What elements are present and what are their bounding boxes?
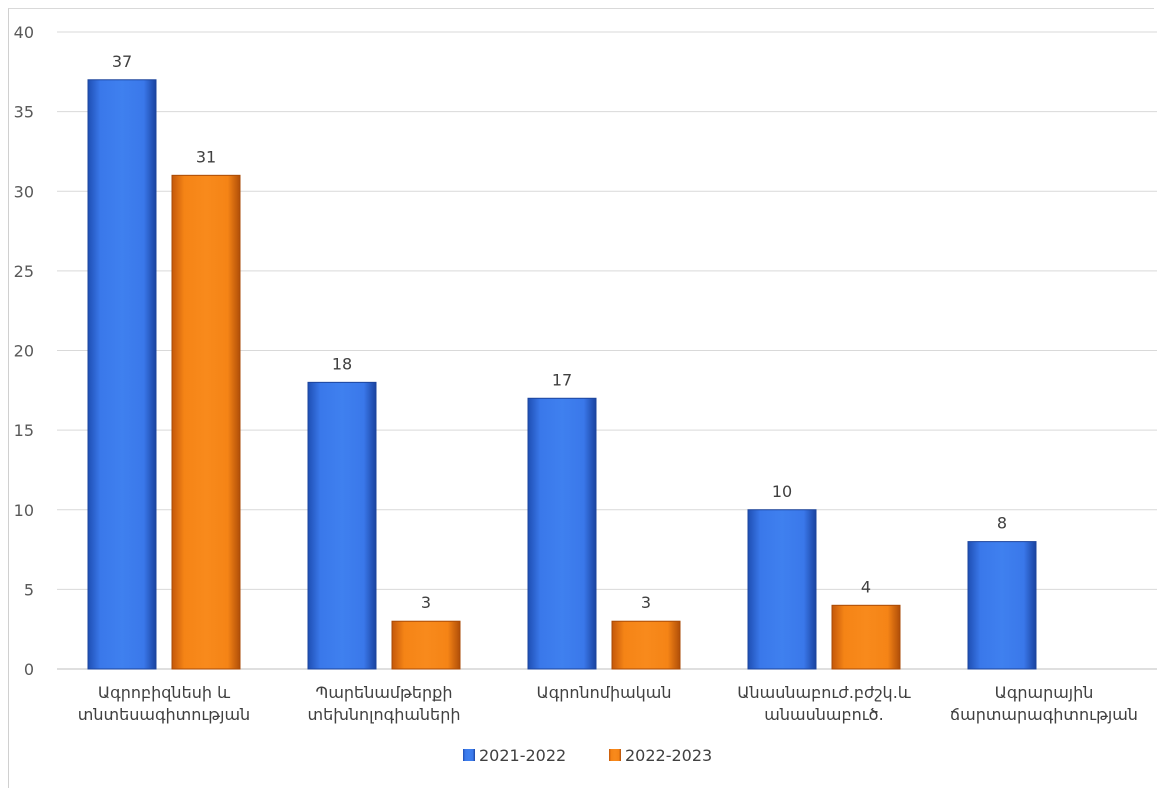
bar-2022-2023 — [831, 604, 901, 670]
legend-label: 2021-2022 — [479, 746, 566, 765]
data-label: 31 — [196, 147, 216, 166]
x-category-label: Ագրարային ճարտարագիտության — [950, 683, 1138, 724]
bar-2021-2022 — [527, 397, 597, 670]
gridlines — [57, 31, 1157, 670]
data-labels: 37 31 18 3 17 3 10 4 8 — [112, 52, 1007, 612]
chart-frame — [8, 8, 1154, 788]
x-category-label: Ագրոնոմիական — [536, 683, 671, 702]
x-category-label: Անասնաբուժ.բժշկ.և անասնաբուծ. — [737, 683, 911, 724]
bar-2021-2022 — [307, 381, 377, 670]
bar-2021-2022 — [87, 79, 157, 670]
x-category-label: Պարենամթերքի տեխնոլոգիաների — [308, 683, 461, 724]
y-tick-label: 20 — [14, 342, 34, 361]
y-tick-label: 35 — [14, 103, 34, 122]
bars — [87, 79, 1037, 670]
bar-2022-2023 — [171, 174, 241, 670]
legend: 2021-2022 2022-2023 — [463, 746, 712, 765]
y-tick-label: 30 — [14, 182, 34, 201]
data-label: 10 — [772, 482, 792, 501]
data-label: 3 — [641, 593, 651, 612]
x-category-label: Ագրոբիզնեսի և տնտեսագիտության — [78, 683, 250, 724]
bar-2021-2022 — [747, 509, 817, 670]
data-label: 37 — [112, 52, 132, 71]
legend-swatch — [463, 749, 475, 761]
legend-swatch — [609, 749, 621, 761]
y-tick-label: 5 — [24, 580, 34, 599]
bar-2022-2023 — [611, 620, 681, 670]
x-axis-categories: Ագրոբիզնեսի և տնտեսագիտության Պարենամթերքի… — [78, 683, 1138, 724]
y-tick-label: 25 — [14, 262, 34, 281]
y-axis-ticks: 0 5 10 15 20 25 30 35 40 — [14, 23, 34, 679]
legend-label: 2022-2023 — [625, 746, 712, 765]
bar-2021-2022 — [967, 541, 1037, 670]
data-label: 4 — [861, 577, 871, 596]
data-label: 3 — [421, 593, 431, 612]
y-tick-label: 10 — [14, 501, 34, 520]
bar-2022-2023 — [391, 620, 461, 670]
y-tick-label: 15 — [14, 421, 34, 440]
data-label: 17 — [552, 370, 572, 389]
y-tick-label: 40 — [14, 23, 34, 42]
data-label: 8 — [997, 514, 1007, 533]
data-label: 18 — [332, 354, 352, 373]
y-tick-label: 0 — [24, 660, 34, 679]
